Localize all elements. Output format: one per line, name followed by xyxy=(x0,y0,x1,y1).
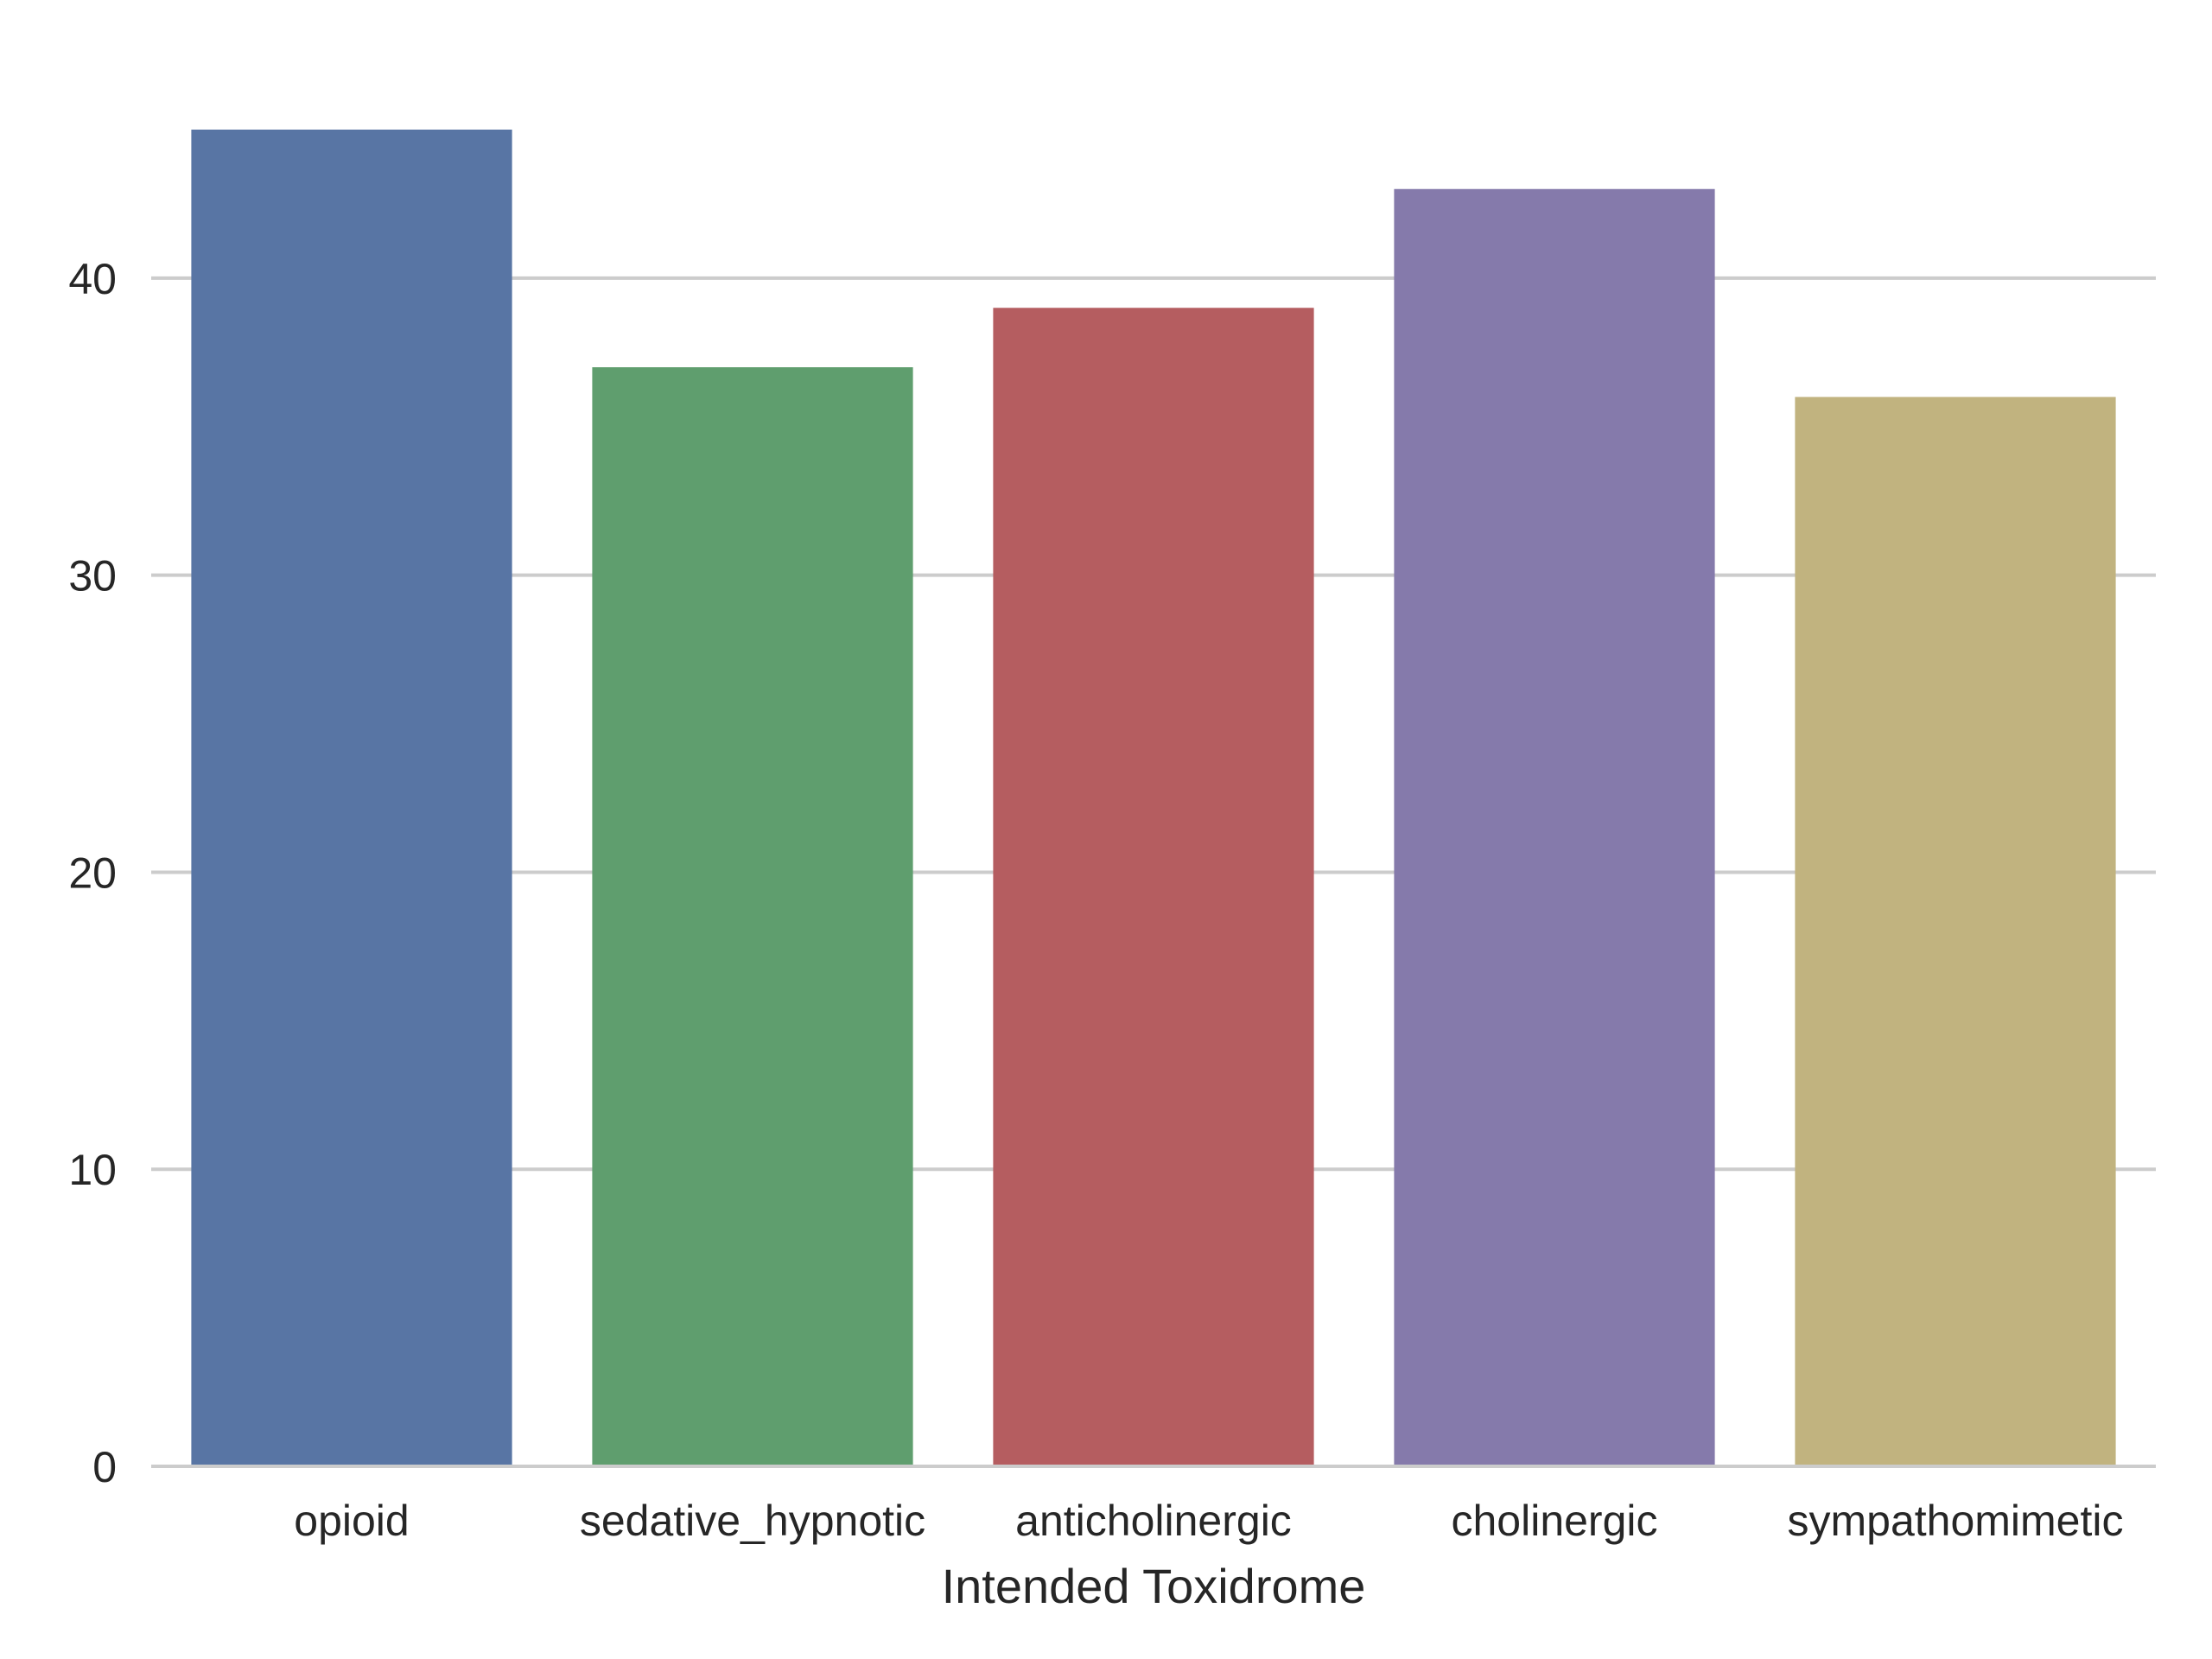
y-tick-label: 30 xyxy=(68,552,117,601)
bar-sympathomimetic xyxy=(1795,397,2116,1466)
x-tick-label-anticholinergic: anticholinergic xyxy=(1015,1497,1292,1545)
x-tick-label-cholinergic: cholinergic xyxy=(1451,1497,1657,1545)
x-axis-title: Intended Toxidrome xyxy=(942,1559,1366,1613)
y-tick-label: 0 xyxy=(92,1443,117,1491)
bar-opioid xyxy=(191,130,512,1466)
y-tick-labels: 0 10 20 30 40 xyxy=(68,255,117,1491)
y-tick-label: 10 xyxy=(68,1146,117,1194)
x-tick-label-sympathomimetic: sympathomimetic xyxy=(1788,1497,2124,1545)
y-tick-label: 20 xyxy=(68,849,117,897)
x-tick-label-opioid: opioid xyxy=(294,1497,409,1545)
y-tick-label: 40 xyxy=(68,255,117,303)
bar-anticholinergic xyxy=(993,308,1314,1467)
bars xyxy=(191,130,2116,1467)
x-tick-label-sedative-hypnotic: sedative_hypnotic xyxy=(580,1497,925,1545)
bar-sedative-hypnotic xyxy=(592,367,913,1466)
x-tick-labels: opioid sedative_hypnotic anticholinergic ch… xyxy=(294,1497,2123,1545)
bar-cholinergic xyxy=(1394,188,1715,1466)
